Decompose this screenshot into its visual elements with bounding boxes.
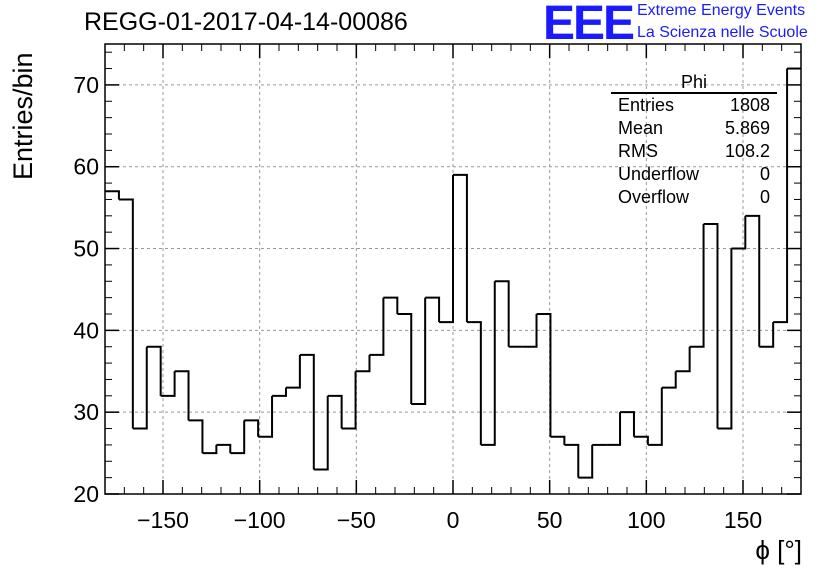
histogram-bin: [202, 444, 218, 455]
histogram-bin: [313, 395, 329, 471]
stats-value: 0: [759, 187, 770, 207]
x-tick-label: 0: [447, 507, 460, 533]
stats-label: Underflow: [618, 164, 700, 184]
histogram-bin: [341, 371, 357, 430]
histogram-bin: [383, 296, 399, 314]
stats-label: Overflow: [618, 187, 690, 207]
histogram-bin: [480, 281, 496, 446]
stats-row-rms: RMS 108.2: [611, 140, 777, 163]
x-axis-label: ϕ [°]: [755, 535, 802, 565]
stats-row-overflow: Overflow 0: [611, 186, 777, 209]
histogram-bin: [355, 354, 371, 373]
eee-logo: EEE: [543, 0, 635, 50]
histogram-bin: [564, 443, 580, 478]
y-axis-label: Entries/bin: [8, 52, 38, 180]
y-tick-label: 50: [73, 236, 99, 262]
chart-title: REGG-01-2017-04-14-00086: [84, 8, 408, 36]
x-tick-label: 50: [537, 507, 563, 533]
histogram-bin: [661, 371, 677, 389]
stats-value: 108.2: [724, 141, 770, 161]
stats-row-entries: Entries 1808: [611, 94, 777, 117]
x-tick-label: −150: [137, 507, 189, 533]
histogram-bin: [466, 321, 482, 445]
histogram-bin: [105, 190, 120, 200]
histogram-bin: [453, 173, 468, 323]
histogram-bin: [633, 435, 649, 445]
x-tick-label: 100: [627, 507, 665, 533]
histogram-bin: [745, 214, 761, 347]
histogram-bin: [578, 444, 594, 479]
histogram-bin: [174, 370, 190, 421]
histogram-bin: [439, 174, 454, 324]
histogram-bin: [230, 420, 246, 455]
histogram-bars: [105, 67, 801, 479]
histogram-bin: [647, 387, 663, 446]
histogram-bin: [160, 371, 176, 397]
histogram-bin: [397, 313, 413, 404]
histogram-bin: [606, 412, 622, 446]
histogram-bin: [550, 435, 566, 445]
histogram-bin: [258, 395, 274, 438]
stats-label: RMS: [618, 141, 658, 161]
y-tick-label: 20: [73, 481, 99, 507]
histogram-bin: [216, 443, 232, 454]
histogram-bin: [703, 223, 719, 429]
histogram-bin: [620, 411, 635, 437]
histogram-bin: [299, 353, 315, 470]
histogram-bin: [244, 419, 260, 437]
logo-line-2: La Scienza nelle Scuole: [637, 24, 808, 41]
histogram-bin: [731, 215, 747, 250]
histogram-bin: [675, 346, 691, 373]
histogram-bin: [188, 419, 204, 454]
histogram-bin: [411, 297, 427, 405]
x-tick-label: −50: [337, 507, 376, 533]
stats-row-mean: Mean 5.869: [611, 117, 777, 140]
histogram-bin: [717, 248, 733, 430]
histogram-bin: [272, 387, 287, 397]
histogram-bin: [369, 297, 385, 356]
histogram-bin: [759, 322, 775, 348]
histogram-bin: [146, 345, 162, 396]
histogram-bin: [132, 346, 148, 430]
stats-box: Phi Entries 1808 Mean 5.869 RMS 108.2 Un…: [611, 72, 777, 209]
histogram-bin: [773, 68, 789, 324]
histogram-bin: [689, 224, 705, 348]
x-tick-label: 150: [724, 507, 762, 533]
x-tick-label: −100: [234, 507, 286, 533]
stats-value: 1808: [729, 95, 770, 115]
histogram-bin: [118, 198, 134, 429]
stats-value: 5.869: [724, 118, 770, 138]
histogram-bin: [522, 314, 538, 348]
stats-label: Mean: [618, 118, 664, 138]
stats-row-underflow: Underflow 0: [611, 163, 777, 186]
y-tick-label: 40: [73, 317, 99, 343]
histogram-bin: [425, 296, 441, 323]
y-tick-label: 30: [73, 399, 99, 425]
histogram-bin: [285, 354, 301, 389]
histogram-bin: [536, 313, 552, 437]
stats-title: Phi: [611, 72, 777, 94]
logo-line-1: Extreme Energy Events: [637, 2, 806, 19]
histogram-bin: [327, 394, 343, 429]
histogram-bin: [494, 280, 510, 347]
y-tick-label: 70: [73, 72, 99, 98]
axis-ticks: −150 −100 −50 0 50 100 150 20 30 40 50 60 70: [73, 44, 801, 533]
stats-label: Entries: [618, 95, 675, 115]
stats-value: 0: [759, 164, 770, 184]
y-tick-label: 60: [73, 154, 99, 180]
